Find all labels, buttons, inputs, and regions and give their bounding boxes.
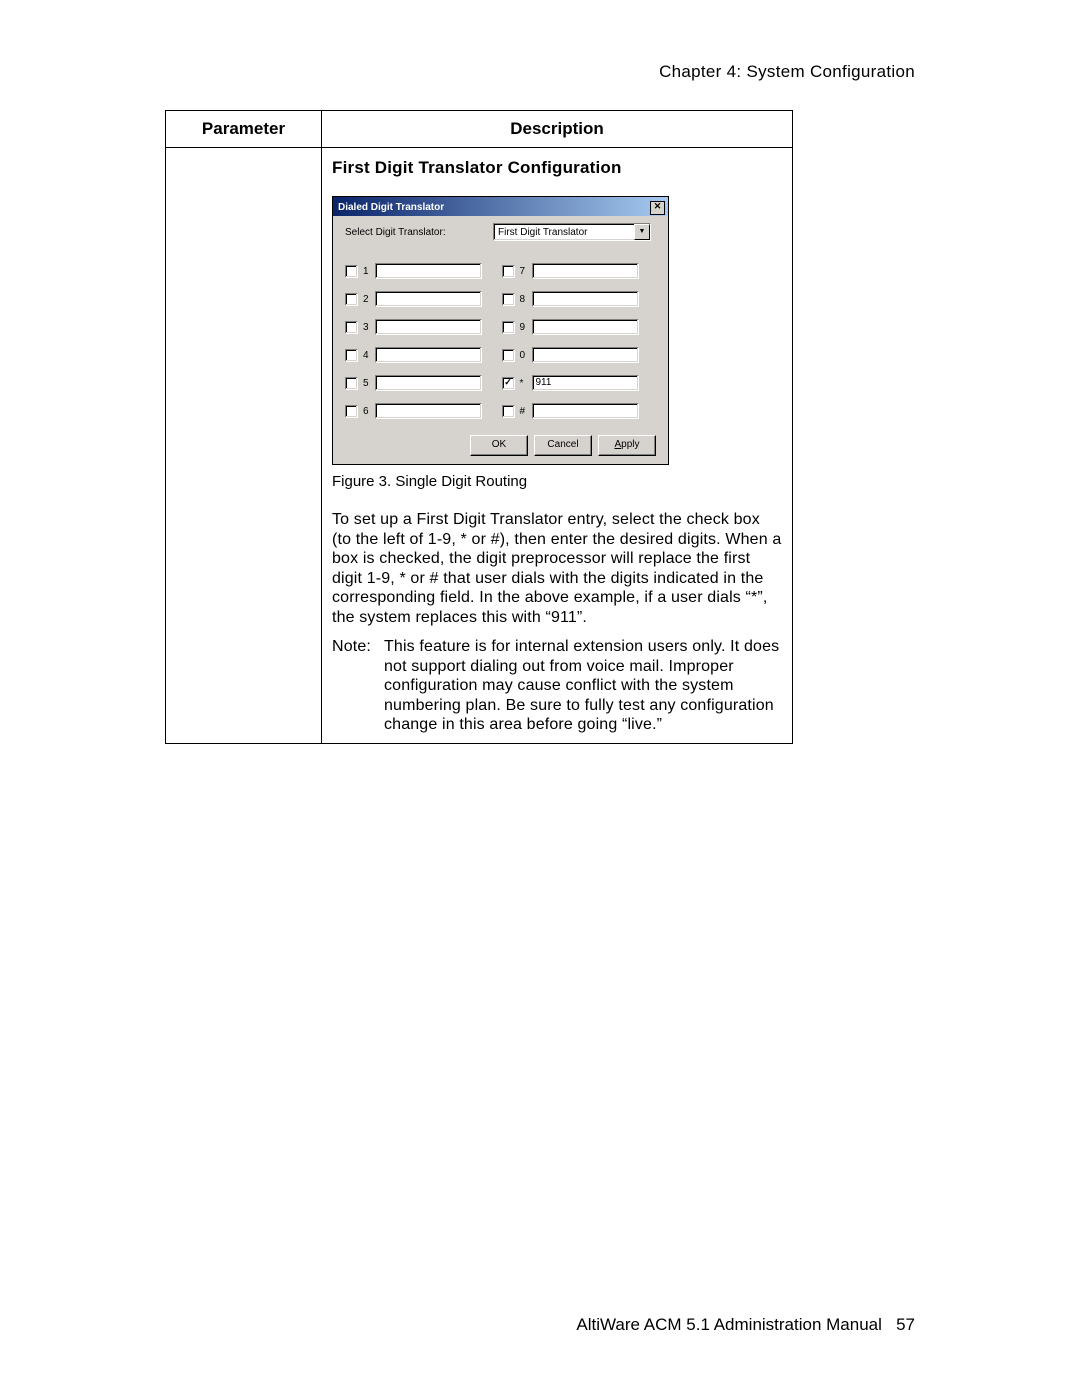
cancel-button[interactable]: Cancel xyxy=(534,435,592,456)
ok-button[interactable]: OK xyxy=(470,435,528,456)
digit-*-checkbox[interactable]: ✓ xyxy=(502,377,515,390)
description-cell: First Digit Translator Configuration Dia… xyxy=(322,148,793,744)
digit-5-input[interactable] xyxy=(375,375,482,391)
select-translator-label: Select Digit Translator: xyxy=(345,227,493,238)
page: Chapter 4: System Configuration Paramete… xyxy=(0,0,1080,1397)
digit-row-0: 0 xyxy=(502,341,659,369)
digit-4-input[interactable] xyxy=(375,347,482,363)
dialog-body: Select Digit Translator: First Digit Tra… xyxy=(333,216,668,464)
digit-*-input[interactable]: 911 xyxy=(532,375,639,391)
footer-page-number: 57 xyxy=(896,1315,915,1334)
description-paragraph: To set up a First Digit Translator entry… xyxy=(332,510,782,627)
dialog-titlebar: Dialed Digit Translator ✕ xyxy=(333,197,668,216)
digit-#-checkbox[interactable] xyxy=(502,405,515,418)
chapter-header: Chapter 4: System Configuration xyxy=(659,62,915,82)
digit-5-checkbox[interactable] xyxy=(345,377,358,390)
digit-*-label: * xyxy=(520,378,532,389)
digit-9-checkbox[interactable] xyxy=(502,321,515,334)
digit-#-input[interactable] xyxy=(532,403,639,419)
chevron-down-icon[interactable]: ▼ xyxy=(634,224,650,240)
digit-4-checkbox[interactable] xyxy=(345,349,358,362)
digit-3-checkbox[interactable] xyxy=(345,321,358,334)
digit-2-checkbox[interactable] xyxy=(345,293,358,306)
digit-8-label: 8 xyxy=(520,294,532,305)
digit-8-input[interactable] xyxy=(532,291,639,307)
digit-7-checkbox[interactable] xyxy=(502,265,515,278)
digit-6-input[interactable] xyxy=(375,403,482,419)
digit-row-*: ✓ *911 xyxy=(502,369,659,397)
digit-row-9: 9 xyxy=(502,313,659,341)
digit-row-3: 3 xyxy=(345,313,502,341)
parameter-table: Parameter Description First Digit Transl… xyxy=(165,110,793,744)
digit-row-8: 8 xyxy=(502,285,659,313)
column-header-parameter: Parameter xyxy=(166,111,322,148)
digit-row-6: 6 xyxy=(345,397,502,425)
digit-9-input[interactable] xyxy=(532,319,639,335)
digit-0-input[interactable] xyxy=(532,347,639,363)
dialog-button-row: OK Cancel Apply xyxy=(345,435,658,456)
digit-5-label: 5 xyxy=(363,378,375,389)
select-translator-row: Select Digit Translator: First Digit Tra… xyxy=(345,223,658,241)
parameter-cell-empty xyxy=(166,148,322,744)
section-heading: First Digit Translator Configuration xyxy=(332,158,782,178)
dialed-digit-translator-dialog: Dialed Digit Translator ✕ Select Digit T… xyxy=(332,196,669,465)
digit-7-input[interactable] xyxy=(532,263,639,279)
digit-2-label: 2 xyxy=(363,294,375,305)
digit-0-label: 0 xyxy=(520,350,532,361)
digit-row-#: # xyxy=(502,397,659,425)
digit-7-label: 7 xyxy=(520,266,532,277)
dialog-title: Dialed Digit Translator xyxy=(338,202,444,213)
page-footer: AltiWare ACM 5.1 Administration Manual 5… xyxy=(576,1315,915,1335)
digit-row-2: 2 xyxy=(345,285,502,313)
digit-1-label: 1 xyxy=(363,266,375,277)
digit-column-right: 7 8 9 0 ✓ *911 # xyxy=(502,257,659,425)
digit-6-checkbox[interactable] xyxy=(345,405,358,418)
digit-8-checkbox[interactable] xyxy=(502,293,515,306)
digit-9-label: 9 xyxy=(520,322,532,333)
close-icon[interactable]: ✕ xyxy=(650,201,665,215)
note-text: This feature is for internal extension u… xyxy=(384,637,782,735)
figure-caption: Figure 3. Single Digit Routing xyxy=(332,473,782,490)
footer-text: AltiWare ACM 5.1 Administration Manual xyxy=(576,1315,882,1334)
digit-3-label: 3 xyxy=(363,322,375,333)
apply-button[interactable]: Apply xyxy=(598,435,656,456)
digit-6-label: 6 xyxy=(363,406,375,417)
digit-#-label: # xyxy=(520,406,532,417)
digit-column-left: 1 2 3 4 5 6 xyxy=(345,257,502,425)
digit-row-1: 1 xyxy=(345,257,502,285)
digit-1-checkbox[interactable] xyxy=(345,265,358,278)
note-label: Note: xyxy=(332,637,384,735)
select-translator-dropdown[interactable]: First Digit Translator ▼ xyxy=(493,223,651,241)
note-block: Note: This feature is for internal exten… xyxy=(332,637,782,735)
digit-3-input[interactable] xyxy=(375,319,482,335)
digit-row-7: 7 xyxy=(502,257,659,285)
dropdown-value: First Digit Translator xyxy=(498,227,587,238)
digit-2-input[interactable] xyxy=(375,291,482,307)
digit-0-checkbox[interactable] xyxy=(502,349,515,362)
digit-grid: 1 2 3 4 5 6 7 8 9 0 ✓ *911 # xyxy=(345,257,658,425)
digit-row-4: 4 xyxy=(345,341,502,369)
digit-4-label: 4 xyxy=(363,350,375,361)
column-header-description: Description xyxy=(322,111,793,148)
digit-1-input[interactable] xyxy=(375,263,482,279)
digit-row-5: 5 xyxy=(345,369,502,397)
